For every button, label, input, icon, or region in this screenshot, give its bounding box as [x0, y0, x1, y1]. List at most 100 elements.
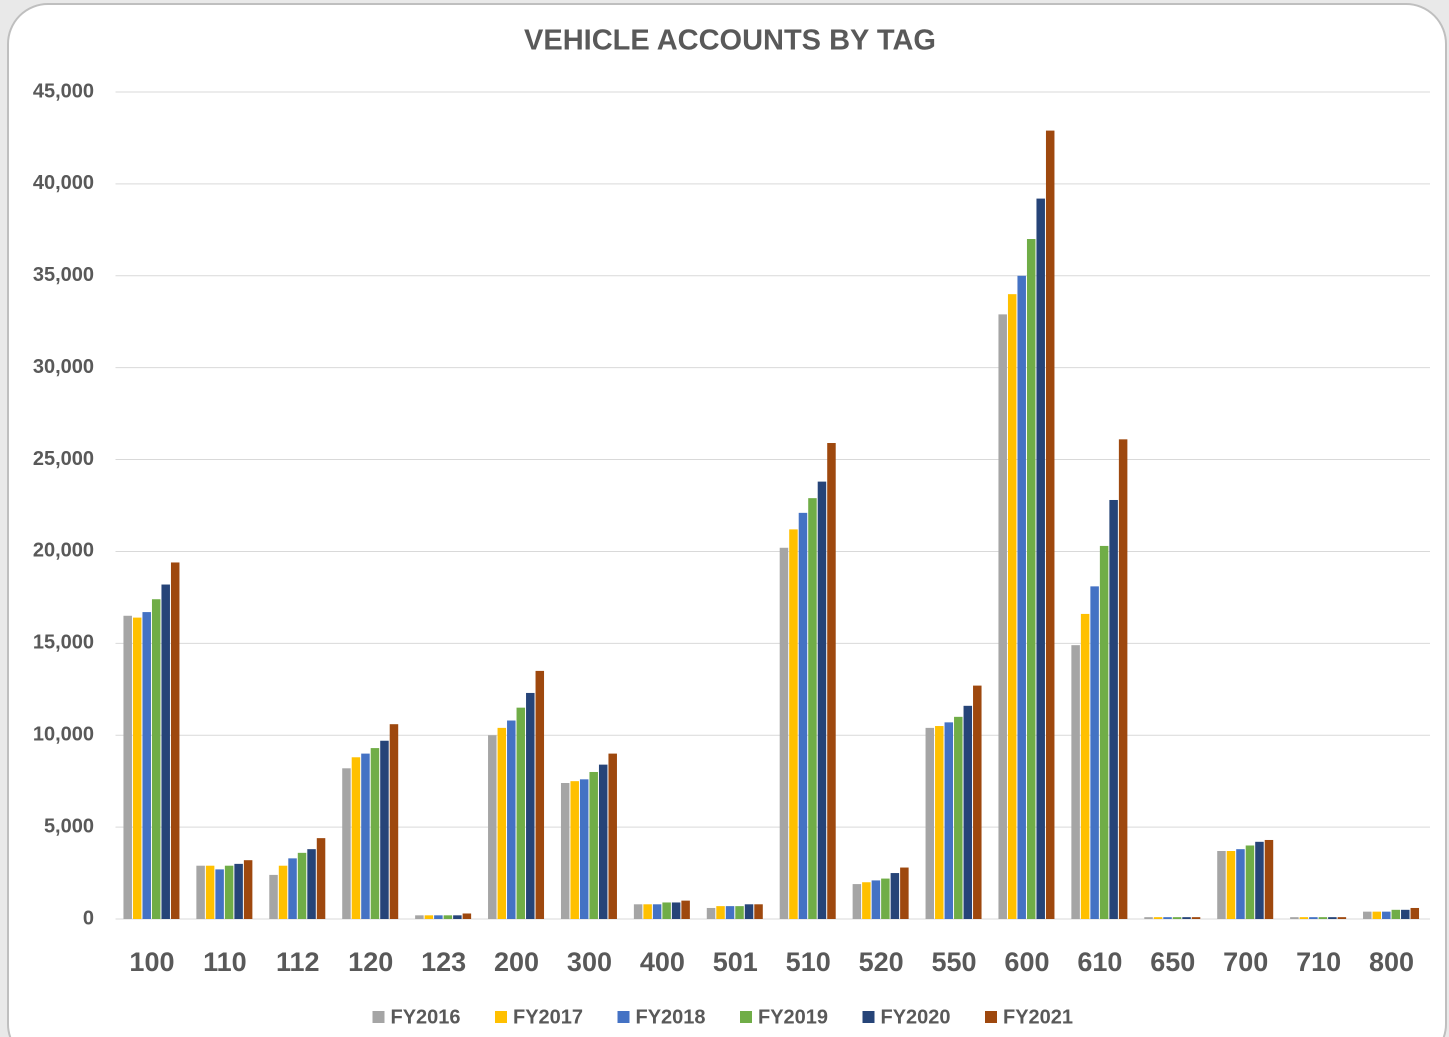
- legend-label: FY2017: [513, 1006, 583, 1028]
- bar: [608, 753, 617, 919]
- bar: [526, 692, 535, 919]
- bar: [316, 838, 326, 919]
- y-tick-label: 5,000: [44, 815, 94, 837]
- bar: [1182, 917, 1191, 919]
- bar: [161, 584, 170, 919]
- bar: [817, 481, 827, 919]
- bar: [570, 781, 579, 919]
- bar: [881, 878, 890, 919]
- legend-swatch: [862, 1011, 875, 1023]
- bar: [288, 858, 297, 919]
- y-tick-label: 25,000: [33, 448, 94, 470]
- bar: [1337, 917, 1347, 919]
- bar: [462, 913, 472, 919]
- bar: [307, 849, 316, 919]
- x-tick-label: 710: [1296, 947, 1341, 977]
- bar: [662, 902, 671, 919]
- bar: [1080, 613, 1090, 919]
- bar: [643, 904, 652, 919]
- bar: [370, 748, 380, 919]
- bar: [1318, 917, 1328, 919]
- bar: [1382, 911, 1391, 919]
- x-tick-label: 600: [1004, 947, 1049, 977]
- bar: [1153, 917, 1163, 919]
- bar: [507, 720, 516, 919]
- bar: [890, 873, 900, 919]
- bar: [1144, 917, 1153, 919]
- chart-title: VEHICLE ACCOUNTS BY TAG: [524, 25, 936, 57]
- x-tick-label: 100: [129, 947, 174, 977]
- x-tick-label: 112: [276, 947, 320, 977]
- bar: [1410, 907, 1420, 919]
- legend-swatch: [372, 1011, 385, 1023]
- x-tick-label: 120: [348, 947, 393, 977]
- bar: [342, 768, 351, 919]
- bar: [852, 884, 862, 919]
- bar: [196, 865, 205, 919]
- bar: [925, 727, 935, 919]
- x-tick-label: 501: [713, 947, 758, 977]
- legend-swatch: [617, 1011, 630, 1023]
- legend-label: FY2021: [1003, 1006, 1073, 1028]
- bar: [1391, 909, 1401, 919]
- bar: [424, 915, 434, 919]
- bar: [1017, 275, 1026, 919]
- y-tick-label: 45,000: [33, 80, 94, 102]
- bar: [560, 783, 570, 919]
- y-tick-label: 40,000: [33, 172, 94, 194]
- bar: [973, 685, 982, 919]
- bar: [1172, 917, 1182, 919]
- bar: [1007, 294, 1017, 920]
- bar: [215, 869, 224, 919]
- legend-swatch: [985, 1011, 997, 1023]
- y-tick-label: 15,000: [33, 632, 94, 654]
- bar: [735, 906, 744, 919]
- bar: [754, 904, 763, 919]
- x-tick-label: 110: [203, 947, 247, 977]
- bar: [453, 915, 462, 919]
- bar: [361, 753, 370, 919]
- bar: [671, 902, 681, 919]
- bar: [1036, 198, 1045, 919]
- bar: [963, 705, 973, 919]
- bar: [1299, 917, 1309, 919]
- bar: [535, 670, 545, 919]
- bar: [598, 764, 608, 919]
- bar: [1236, 849, 1245, 919]
- bar: [243, 860, 253, 919]
- bar: [224, 865, 234, 919]
- bar: [1363, 911, 1372, 919]
- bar: [1217, 851, 1226, 919]
- bar: [1401, 909, 1410, 919]
- x-tick-label: 123: [421, 947, 466, 977]
- bar: [706, 907, 716, 919]
- bar: [269, 874, 278, 919]
- bar: [798, 512, 808, 919]
- bar: [998, 314, 1007, 920]
- bar: [380, 740, 389, 919]
- x-tick-label: 650: [1150, 947, 1195, 977]
- legend-label: FY2016: [391, 1006, 461, 1028]
- bar: [744, 904, 754, 919]
- bar: [1071, 645, 1080, 919]
- y-tick-label: 20,000: [33, 540, 94, 562]
- bar: [633, 904, 643, 919]
- bar: [1191, 917, 1201, 919]
- bar: [123, 615, 132, 919]
- bar: [297, 852, 307, 919]
- bar: [234, 863, 243, 919]
- legend-label: FY2019: [758, 1006, 828, 1028]
- y-tick-label: 30,000: [33, 356, 94, 378]
- bar: [1264, 839, 1274, 919]
- bar: [954, 716, 963, 919]
- bar: [935, 726, 944, 919]
- bar: [944, 722, 954, 919]
- x-tick-label: 200: [494, 947, 539, 977]
- bar: [681, 900, 690, 919]
- bar: [1045, 130, 1055, 920]
- bar: [716, 906, 725, 919]
- bar: [808, 498, 817, 919]
- bar: [1309, 917, 1318, 919]
